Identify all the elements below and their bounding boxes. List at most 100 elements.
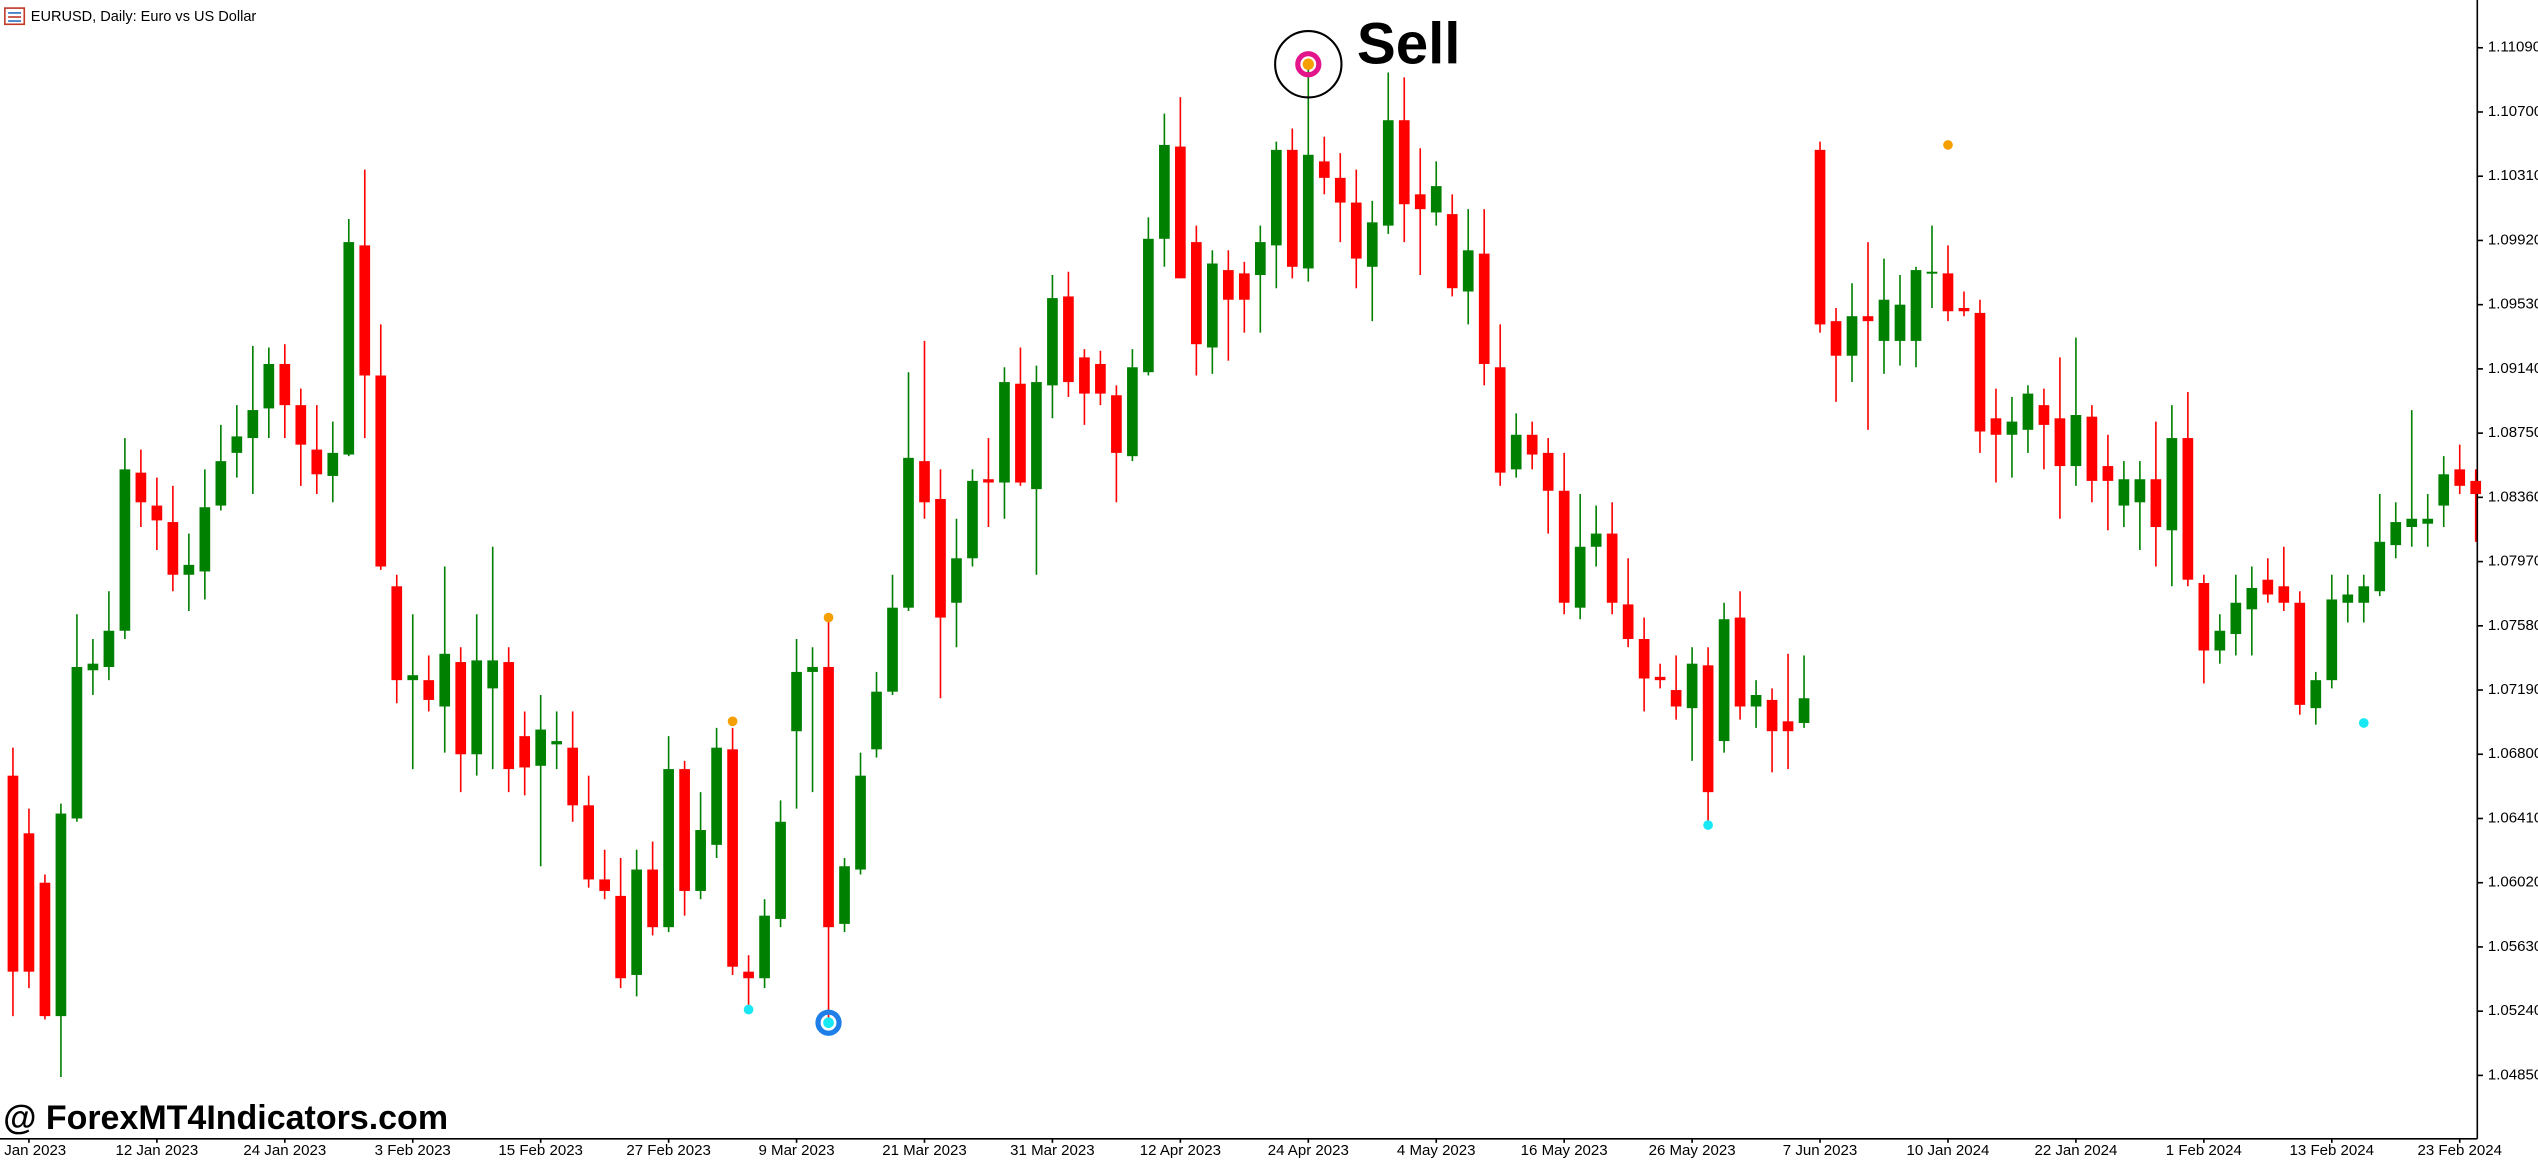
candle-body: [727, 749, 738, 967]
candle-body: [935, 499, 946, 618]
candle-body: [2134, 479, 2146, 503]
y-tick-label: 1.09920: [2488, 231, 2538, 248]
x-tick-label: 12 Jan 2023: [115, 1142, 198, 1159]
candle-body: [103, 630, 115, 667]
candle-body: [1063, 296, 1074, 383]
candle-body: [231, 436, 243, 453]
candle-body: [583, 805, 595, 880]
candle-body: [903, 457, 914, 608]
candle-body: [2422, 518, 2434, 524]
candle-body: [871, 691, 882, 750]
candle-body: [2278, 586, 2290, 603]
watermark: @ ForexMT4Indicators.com: [3, 1099, 448, 1137]
candle-body: [999, 382, 1010, 483]
candle-body: [1446, 214, 1458, 289]
y-tick-label: 1.09530: [2488, 296, 2538, 313]
candle-body: [1382, 120, 1394, 226]
candle-body: [1814, 149, 1826, 325]
candle-body: [1254, 242, 1266, 276]
x-tick-label: 22 Jan 2024: [2034, 1142, 2117, 1159]
candle-body: [1334, 177, 1346, 203]
x-tick-label: 1 Feb 2024: [2166, 1142, 2242, 1159]
candle-body: [2374, 541, 2386, 592]
candle-body: [455, 662, 467, 755]
candle-body: [1942, 273, 1954, 312]
x-tick-label: 3 Feb 2023: [375, 1142, 451, 1159]
sell-signal: [727, 716, 738, 727]
candle-body: [647, 869, 658, 928]
candle-body: [599, 879, 610, 891]
candle-body: [2166, 438, 2178, 531]
y-tick-label: 1.06410: [2488, 809, 2538, 826]
candle-body: [1702, 665, 1714, 793]
candle-body: [167, 522, 179, 575]
x-tick-label: 21 Mar 2023: [882, 1142, 966, 1159]
y-tick-label: 1.07970: [2488, 553, 2538, 570]
candle-body: [2406, 518, 2418, 527]
candle-body: [791, 671, 802, 732]
buy-signal: [743, 1004, 754, 1015]
y-tick-label: 1.08750: [2488, 424, 2538, 441]
y-tick-label: 1.07190: [2488, 681, 2538, 698]
y-tick-label: 1.10700: [2488, 103, 2538, 120]
candle-body: [519, 736, 531, 768]
y-tick-label: 1.08360: [2488, 488, 2538, 505]
candle-body: [311, 449, 323, 475]
candle-body: [631, 869, 642, 975]
y-tick-label: 1.09140: [2488, 360, 2538, 377]
candle-body: [343, 242, 355, 455]
candle-body: [2150, 479, 2162, 527]
candle-body: [2310, 680, 2322, 709]
candle-body: [855, 775, 866, 870]
candle-body: [71, 666, 83, 819]
candle-body: [247, 410, 259, 439]
candle-body: [2342, 594, 2354, 603]
y-tick-label: 1.06020: [2488, 874, 2538, 891]
candle-body: [1430, 186, 1442, 213]
candle-body: [359, 245, 371, 376]
y-tick-label: 1.10310: [2488, 167, 2538, 184]
candle-body: [2326, 599, 2338, 681]
candle-body: [2118, 479, 2130, 506]
candle-body: [1238, 273, 1250, 300]
candle-body: [1270, 149, 1282, 246]
candle-body: [327, 452, 339, 476]
candle-body: [391, 586, 403, 681]
candle-body: [1175, 146, 1186, 279]
candle-body: [1015, 383, 1026, 483]
candle-body: [1414, 194, 1426, 210]
candle-body: [967, 480, 978, 559]
buy-highlight-ring: [815, 1009, 842, 1036]
x-tick-label: 10 Jan 2024: [1907, 1142, 1990, 1159]
x-tick-label: 2 Jan 2023: [0, 1142, 66, 1159]
candle-body: [2022, 393, 2034, 430]
candle-body: [951, 558, 962, 603]
candle-body: [1654, 676, 1666, 681]
x-tick-label: 12 Apr 2023: [1140, 1142, 1221, 1159]
candle-body: [823, 666, 834, 928]
candle-body: [407, 675, 419, 681]
sell-highlight-inner: [1295, 51, 1322, 78]
candle-body: [1366, 222, 1378, 267]
candle-body: [1478, 253, 1490, 364]
candle-body: [375, 375, 387, 567]
y-tick-label: 1.04850: [2488, 1066, 2538, 1083]
candle-body: [759, 915, 770, 979]
candle-body: [439, 653, 451, 707]
candle-body: [7, 775, 19, 972]
candle-body: [919, 461, 930, 503]
candle-body: [663, 769, 674, 928]
candle-body: [1910, 270, 1922, 341]
sell-highlight-ring: [1274, 29, 1343, 99]
candle-body: [1686, 663, 1698, 709]
candle-body: [1111, 395, 1122, 453]
candle-body: [775, 821, 786, 919]
candle-body: [1926, 271, 1938, 274]
candle-body: [2390, 522, 2402, 546]
buy-signal: [1703, 820, 1713, 830]
candle-body: [23, 833, 35, 972]
candle-body: [1766, 699, 1778, 732]
y-tick-label: 1.07580: [2488, 617, 2538, 634]
x-tick-label: 4 May 2023: [1397, 1142, 1476, 1159]
